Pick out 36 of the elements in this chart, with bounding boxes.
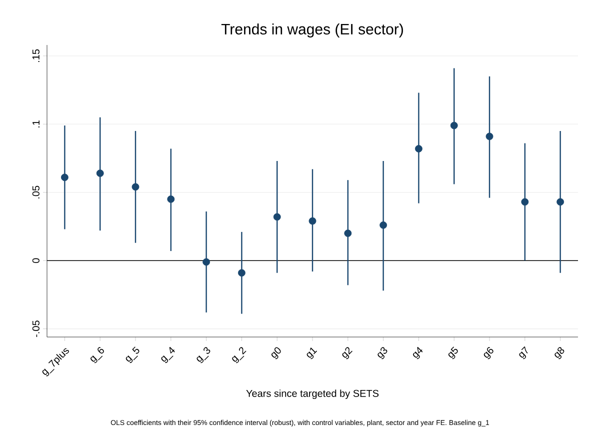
point: [202, 258, 210, 266]
x-tick-label: g0: [271, 347, 281, 360]
point: [556, 198, 564, 206]
point: [61, 174, 68, 182]
point: [380, 221, 388, 229]
chart-title: Trends in wages (EI sector): [221, 23, 403, 38]
x-tick-label: g8: [554, 347, 564, 360]
x-tick-label: g4: [413, 346, 423, 360]
point: [132, 183, 140, 191]
y-tick-label: -.05: [32, 320, 40, 337]
x-tick-label: g1: [306, 348, 318, 360]
point: [344, 230, 352, 237]
point: [238, 269, 246, 277]
x-tick-label: g2: [342, 347, 352, 360]
point: [415, 145, 422, 152]
x-tick-label: g_5: [126, 346, 140, 363]
point: [96, 170, 104, 177]
x-tick-label: g_3: [196, 347, 210, 364]
point: [308, 217, 316, 225]
point: [167, 195, 175, 203]
x-tick-label: g_2: [232, 347, 246, 364]
x-tick-label: g_6: [90, 347, 104, 364]
y-tick-label: .1: [32, 120, 40, 128]
x-tick-label: g7: [519, 346, 528, 360]
point: [521, 198, 529, 206]
x-tick-label: g_4: [161, 346, 175, 363]
y-tick-label: .15: [32, 49, 40, 62]
x-tick-label: g5: [448, 346, 458, 360]
y-tick-label: .05: [32, 186, 40, 198]
point: [450, 122, 458, 130]
point: [273, 213, 281, 221]
x-axis-title: Years since targeted by SETS: [246, 390, 379, 399]
x-tick-label: g3: [378, 347, 388, 360]
point: [486, 132, 494, 140]
y-tick-label: 0: [32, 258, 40, 263]
x-tick-label: g6: [484, 347, 494, 360]
